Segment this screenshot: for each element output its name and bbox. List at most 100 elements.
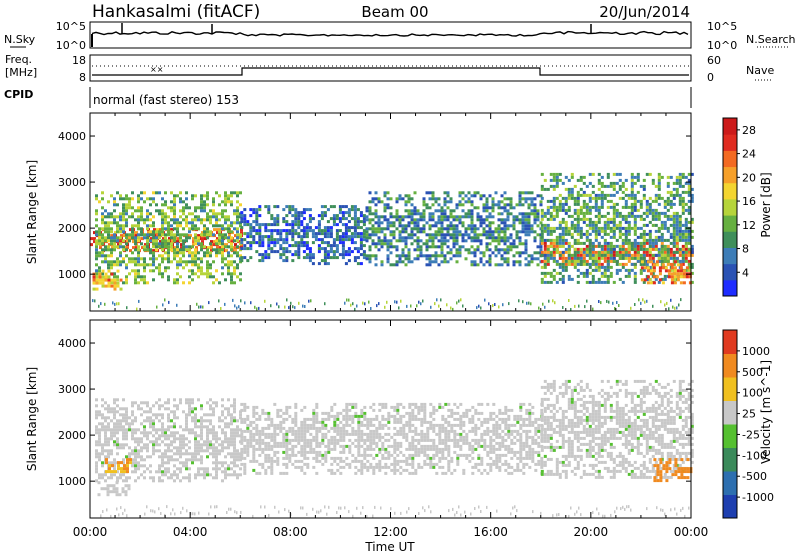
data-cell — [467, 227, 471, 231]
data-cell — [395, 245, 399, 249]
data-cell — [663, 274, 667, 278]
data-cell — [664, 266, 668, 270]
data-cell — [657, 226, 661, 230]
data-cell — [206, 227, 209, 231]
data-cell — [224, 425, 227, 429]
data-cell — [410, 197, 414, 201]
data-cell — [666, 250, 670, 254]
data-cell — [270, 229, 274, 233]
data-cell — [131, 224, 134, 228]
data-cell — [609, 259, 613, 263]
data-cell — [315, 429, 319, 433]
data-cell — [639, 235, 643, 239]
data-cell — [170, 431, 173, 435]
data-cell — [285, 450, 289, 454]
data-cell — [149, 431, 152, 435]
data-cell — [660, 259, 664, 263]
data-cell — [452, 242, 456, 246]
data-cell — [500, 248, 504, 252]
data-cell — [657, 214, 661, 218]
data-cell — [413, 206, 417, 210]
data-cell — [110, 461, 113, 465]
data-cell — [651, 244, 655, 248]
data-cell — [276, 232, 280, 236]
data-cell — [333, 447, 337, 451]
data-cell — [594, 280, 598, 284]
data-cell — [470, 239, 474, 243]
data-cell — [371, 233, 375, 237]
data-cell — [666, 199, 670, 203]
data-cell — [236, 212, 239, 216]
data-cell — [524, 230, 528, 234]
data-cell — [152, 191, 155, 195]
data-cell — [582, 217, 586, 221]
data-cell — [422, 224, 426, 228]
data-cell — [497, 263, 501, 267]
data-cell — [191, 254, 194, 258]
data-cell — [302, 229, 306, 233]
data-cell — [404, 194, 408, 198]
data-cell — [690, 217, 694, 221]
data-cell — [440, 206, 444, 210]
data-cell — [509, 197, 513, 201]
data-cell — [588, 226, 592, 230]
data-cell — [207, 246, 210, 250]
data-cell — [303, 429, 307, 433]
data-cell — [597, 220, 601, 224]
data-cell — [562, 306, 564, 309]
data-cell — [603, 229, 607, 233]
data-cell — [473, 251, 477, 255]
data-cell — [338, 253, 342, 257]
data-cell — [440, 224, 444, 228]
data-cell — [552, 268, 556, 272]
data-cell — [621, 205, 625, 209]
data-cell — [173, 248, 176, 252]
data-cell — [552, 172, 556, 176]
data-cell — [546, 271, 550, 275]
data-cell — [188, 401, 191, 405]
data-cell — [105, 461, 108, 465]
data-cell — [206, 254, 209, 258]
data-cell — [155, 257, 158, 261]
data-cell — [185, 476, 188, 480]
data-cell — [344, 250, 348, 254]
data-cell — [651, 253, 655, 257]
data-cell — [654, 244, 658, 248]
data-cell — [167, 458, 170, 462]
data-cell — [344, 235, 348, 239]
data-cell — [681, 235, 685, 239]
data-cell — [116, 452, 119, 456]
data-cell — [582, 181, 586, 185]
data-cell — [290, 301, 292, 305]
data-cell — [221, 413, 224, 417]
data-cell — [255, 438, 259, 442]
data-cell — [679, 263, 683, 267]
data-cell — [236, 227, 239, 231]
data-cell — [646, 266, 650, 270]
data-cell — [176, 452, 179, 456]
data-cell — [267, 465, 271, 469]
data-cell — [618, 268, 622, 272]
data-cell — [461, 233, 465, 237]
data-cell — [252, 414, 256, 418]
data-cell — [330, 441, 334, 445]
data-cell — [564, 226, 568, 230]
data-cell — [98, 236, 101, 240]
data-cell — [651, 178, 655, 182]
data-cell — [380, 263, 384, 267]
data-cell — [386, 206, 390, 210]
data-cell — [344, 253, 348, 257]
data-cell — [582, 262, 586, 266]
data-cell — [579, 247, 583, 251]
data-cell — [279, 426, 283, 430]
data-cell — [240, 231, 243, 235]
data-cell — [636, 199, 640, 203]
data-cell — [152, 200, 155, 204]
data-cell — [624, 235, 628, 239]
data-cell — [497, 242, 501, 246]
data-cell — [188, 413, 191, 417]
data-cell — [600, 280, 604, 284]
data-cell — [230, 455, 233, 459]
data-cell — [258, 414, 262, 418]
data-cell — [633, 238, 637, 242]
